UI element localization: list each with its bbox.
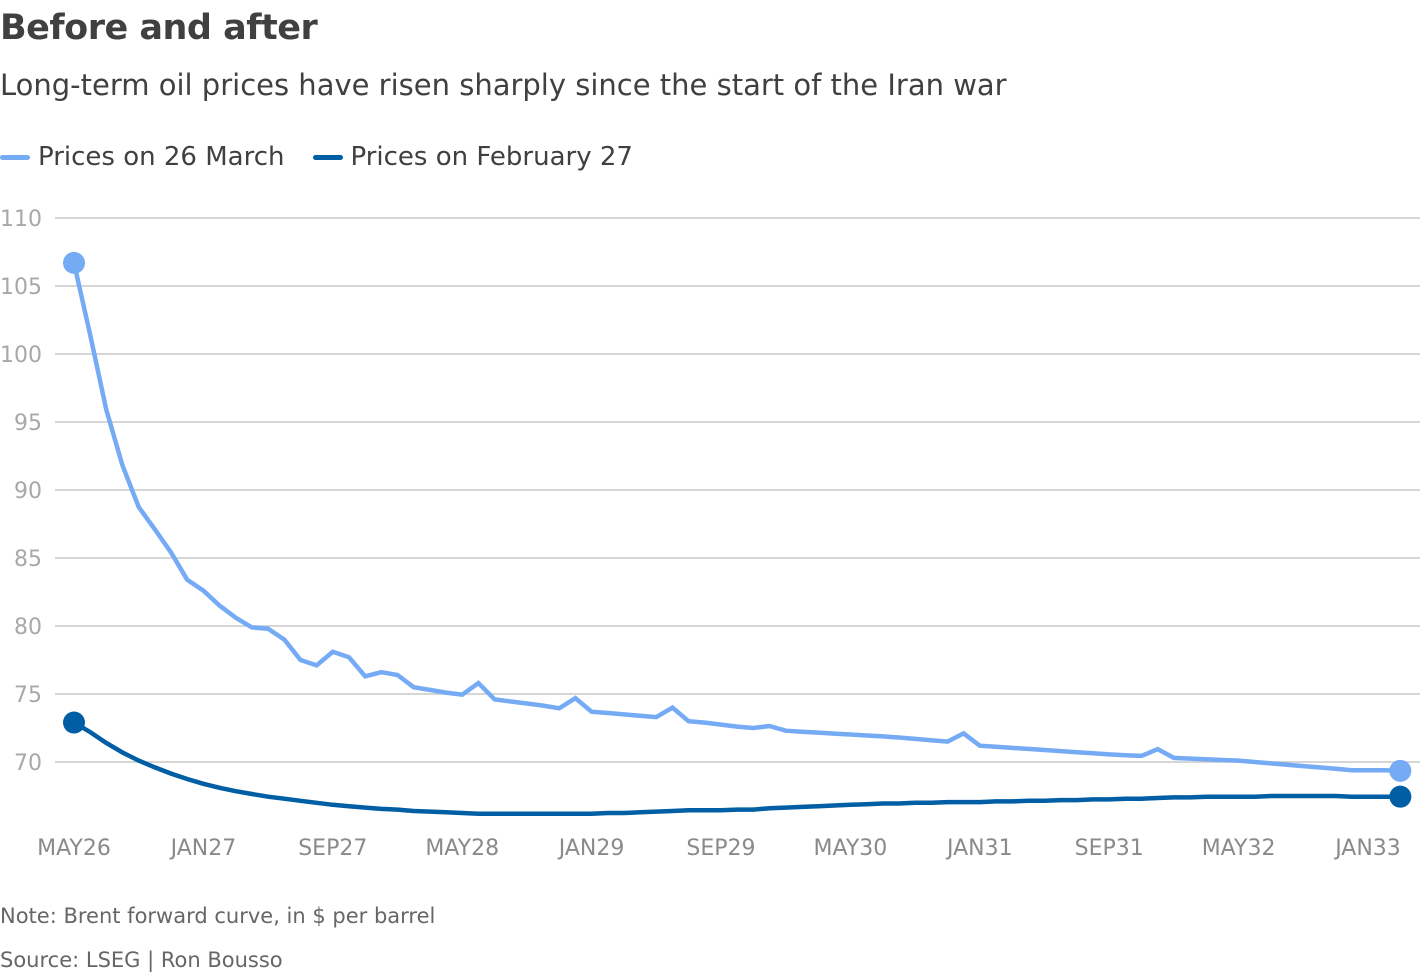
chart-note: Note: Brent forward curve, in $ per barr…: [0, 904, 436, 928]
legend-label-march: Prices on 26 March: [38, 142, 285, 172]
series-end-marker: [1389, 759, 1412, 782]
x-tick-label: SEP31: [1075, 836, 1144, 861]
legend: Prices on 26 March Prices on February 27: [0, 142, 661, 172]
y-tick-label: 105: [0, 275, 42, 300]
x-tick-label: SEP27: [298, 836, 367, 861]
y-tick-label: 95: [14, 411, 42, 436]
y-tick-label: 100: [0, 343, 42, 368]
series-line: [72, 720, 1401, 816]
chart-title: Before and after: [0, 8, 318, 48]
series-end-marker: [1389, 785, 1412, 808]
legend-swatch-march: [0, 154, 30, 160]
legend-label-february: Prices on February 27: [350, 142, 633, 172]
y-tick-label: 80: [14, 615, 42, 640]
x-tick-label: MAY32: [1202, 836, 1276, 861]
y-tick-label: 70: [14, 751, 42, 776]
y-tick-label: 90: [14, 479, 42, 504]
x-tick-label: JAN31: [945, 836, 1013, 861]
legend-swatch-february: [312, 154, 343, 160]
x-tick-label: JAN29: [557, 836, 625, 861]
x-tick-label: JAN33: [1333, 836, 1401, 861]
series-line: [71, 262, 1401, 774]
y-tick-label: 85: [14, 547, 42, 572]
x-tick-label: JAN27: [169, 836, 237, 861]
x-tick-label: MAY26: [37, 836, 111, 861]
chart-source: Source: LSEG | Ron Bousso: [0, 948, 283, 972]
series-start-marker: [63, 711, 85, 734]
y-tick-label: 75: [14, 683, 42, 708]
chart-subtitle: Long-term oil prices have risen sharply …: [0, 68, 1007, 102]
line-chart: 70 75 80 85 90 95 100 105 110 MAY26 JAN27 SEP27 MAY2…: [0, 207, 1420, 861]
y-tick-label: 110: [0, 207, 42, 232]
x-tick-label: SEP29: [686, 836, 755, 861]
x-tick-label: MAY28: [425, 836, 499, 861]
x-tick-label: MAY30: [814, 836, 888, 861]
legend-item-february: Prices on February 27: [312, 142, 633, 172]
series-start-marker: [63, 251, 85, 274]
legend-item-march: Prices on 26 March: [0, 142, 285, 172]
